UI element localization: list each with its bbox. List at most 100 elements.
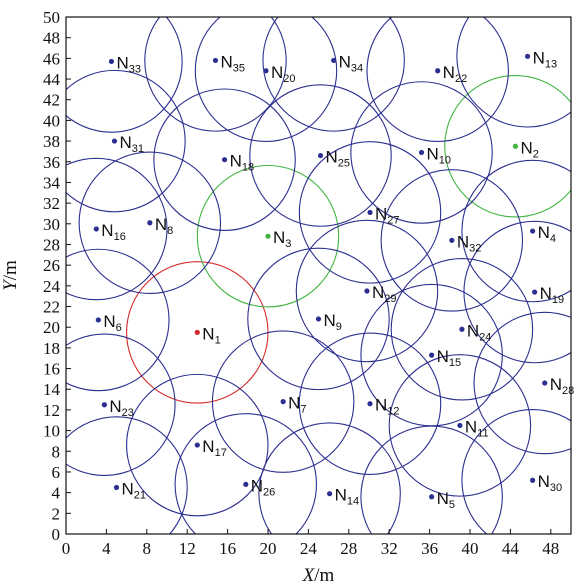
coverage-circle-N12 bbox=[298, 332, 442, 475]
y-tick-label: 12 bbox=[43, 401, 60, 420]
node-label-N9: N9 bbox=[324, 311, 342, 333]
y-tick-label: 38 bbox=[43, 132, 60, 151]
node-label-N15: N15 bbox=[437, 347, 462, 369]
y-tick-label: 20 bbox=[43, 318, 60, 337]
node-point-N8 bbox=[147, 220, 153, 226]
y-tick-label: 42 bbox=[43, 91, 60, 110]
coverage-circle-N30 bbox=[461, 409, 571, 534]
coverage-circle-N6 bbox=[66, 248, 170, 392]
node-label-N33: N33 bbox=[116, 53, 141, 75]
y-tick-label: 2 bbox=[52, 504, 61, 523]
coverage-circles bbox=[66, 17, 571, 534]
plot-frame bbox=[65, 16, 572, 535]
x-tick-label: 24 bbox=[300, 539, 318, 558]
node-labels: N1 N2 N3 N4 N5 N6 N7 N8 N9 N10 N11 N12 N13 N14 N15 N16 N… bbox=[101, 48, 574, 510]
node-point-N15 bbox=[429, 352, 435, 358]
coverage-circle-N26 bbox=[174, 413, 318, 534]
coverage-circle-N2 bbox=[444, 75, 571, 218]
node-label-N10: N10 bbox=[427, 144, 452, 166]
coverage-circle-N29 bbox=[295, 219, 439, 363]
coverage-circle-N27 bbox=[298, 141, 442, 284]
node-label-N6: N6 bbox=[103, 312, 121, 334]
coverage-circle-N35 bbox=[144, 17, 287, 132]
node-point-N28 bbox=[542, 380, 548, 386]
node-label-N26: N26 bbox=[251, 476, 276, 498]
y-tick-label: 50 bbox=[43, 8, 60, 27]
node-point-N10 bbox=[418, 149, 425, 156]
y-tick-label: 40 bbox=[43, 111, 60, 130]
y-axis-title: Y/m bbox=[0, 260, 21, 291]
node-label-N32: N32 bbox=[457, 232, 482, 254]
node-label-N8: N8 bbox=[155, 215, 173, 237]
coverage-circle-N19 bbox=[463, 220, 571, 364]
node-label-N34: N34 bbox=[339, 52, 364, 74]
node-label-N11: N11 bbox=[465, 417, 489, 439]
x-tick-label: 0 bbox=[62, 539, 71, 558]
node-point-N6 bbox=[95, 317, 101, 323]
x-tick-label: 36 bbox=[421, 539, 438, 558]
node-point-N14 bbox=[327, 491, 333, 497]
node-label-N29: N29 bbox=[372, 283, 397, 305]
coverage-circle-N8 bbox=[78, 151, 222, 295]
coverage-circle-N9 bbox=[247, 247, 390, 391]
y-tick-label: 10 bbox=[43, 422, 60, 441]
node-point-N21 bbox=[113, 484, 120, 491]
coverage-circle-N11 bbox=[388, 354, 532, 497]
x-tick-label: 4 bbox=[102, 539, 111, 558]
node-label-N2: N2 bbox=[520, 138, 538, 160]
node-point-N24 bbox=[459, 326, 465, 332]
node-label-N23: N23 bbox=[109, 397, 134, 419]
node-point-N11 bbox=[457, 422, 463, 429]
coverage-circle-N10 bbox=[350, 81, 493, 224]
coverage-circle-N3 bbox=[196, 164, 340, 308]
x-tick-label: 32 bbox=[381, 539, 398, 558]
coverage-circle-N20 bbox=[194, 17, 338, 142]
node-label-N24: N24 bbox=[467, 321, 492, 343]
x-tick-label: 16 bbox=[219, 539, 236, 558]
node-point-N32 bbox=[449, 237, 455, 243]
coverage-circle-N25 bbox=[249, 84, 392, 227]
y-tick-label: 24 bbox=[43, 277, 61, 296]
node-point-N16 bbox=[93, 226, 99, 232]
y-tick-label: 36 bbox=[43, 153, 60, 172]
node-point-N5 bbox=[429, 494, 435, 500]
node-label-N4: N4 bbox=[538, 223, 556, 245]
node-label-N18: N18 bbox=[230, 152, 255, 174]
node-point-N12 bbox=[367, 401, 373, 407]
coverage-circle-N24 bbox=[390, 258, 534, 401]
x-tick-label: 12 bbox=[179, 539, 196, 558]
x-tick-label: 20 bbox=[260, 539, 277, 558]
coverage-circle-N4 bbox=[461, 159, 571, 303]
node-point-N9 bbox=[315, 316, 322, 322]
y-tick-label: 48 bbox=[43, 29, 60, 48]
node-label-N1: N1 bbox=[202, 324, 220, 346]
node-label-N35: N35 bbox=[220, 52, 245, 74]
node-label-N16: N16 bbox=[101, 221, 126, 243]
node-label-N17: N17 bbox=[202, 437, 227, 459]
node-point-N17 bbox=[194, 442, 200, 448]
y-tick-label: 6 bbox=[52, 463, 61, 482]
node-label-N12: N12 bbox=[375, 396, 400, 418]
node-label-N27: N27 bbox=[375, 204, 400, 226]
x-tick-label: 40 bbox=[462, 539, 479, 558]
y-tick-label: 34 bbox=[43, 173, 61, 192]
node-label-N14: N14 bbox=[335, 486, 360, 508]
y-tick-label: 22 bbox=[43, 298, 60, 317]
coverage-circle-N18 bbox=[153, 88, 296, 231]
coverage-circle-N13 bbox=[456, 17, 571, 128]
node-label-N5: N5 bbox=[437, 489, 455, 511]
y-tick-label: 16 bbox=[43, 360, 60, 379]
node-label-N25: N25 bbox=[326, 148, 351, 170]
node-point-N34 bbox=[331, 57, 337, 64]
node-label-N13: N13 bbox=[533, 48, 558, 70]
node-point-N31 bbox=[111, 138, 118, 144]
node-point-N26 bbox=[243, 481, 249, 487]
y-tick-label: 14 bbox=[43, 380, 61, 399]
coverage-circle-N17 bbox=[126, 373, 269, 517]
coverage-circle-N22 bbox=[366, 17, 509, 142]
node-point-N20 bbox=[263, 68, 269, 74]
node-point-N3 bbox=[265, 233, 271, 239]
y-tick-label: 18 bbox=[43, 339, 60, 358]
node-point-N35 bbox=[212, 57, 219, 64]
